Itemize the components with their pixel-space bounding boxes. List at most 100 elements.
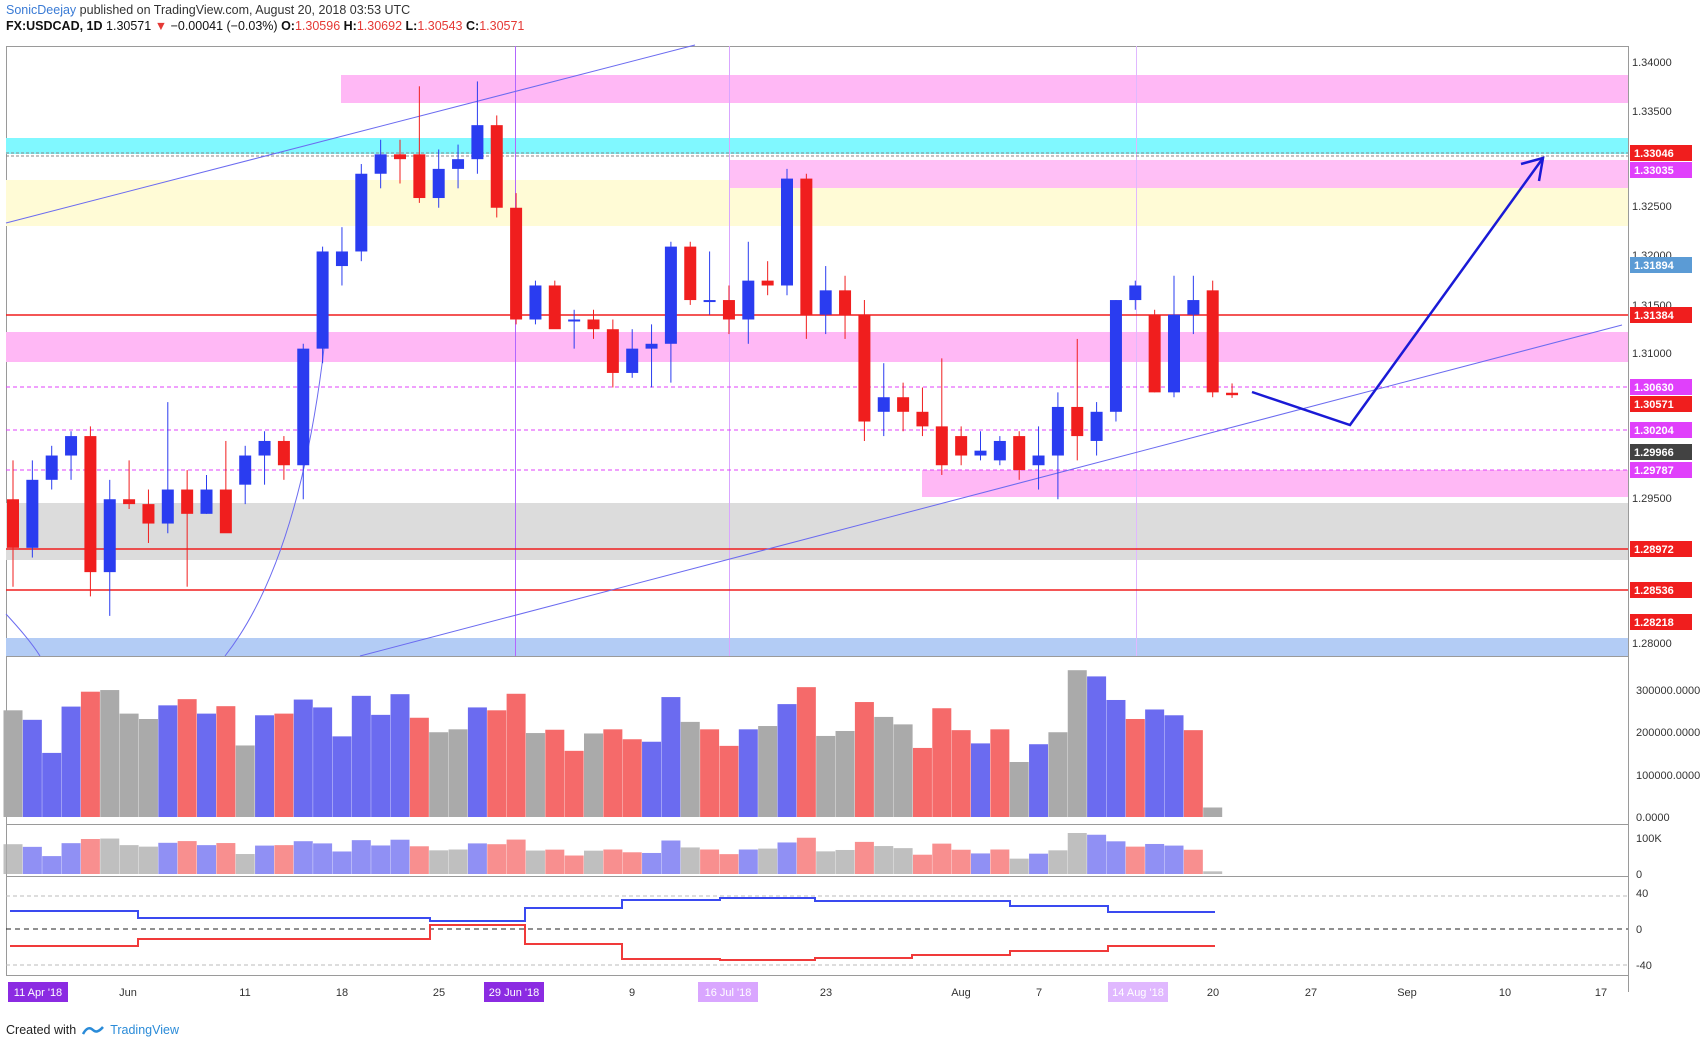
candle-body bbox=[587, 319, 600, 330]
candle-body bbox=[471, 125, 484, 160]
author-link[interactable]: SonicDeejay bbox=[6, 3, 77, 17]
volume-bar-small bbox=[235, 854, 255, 874]
horizontal-levels bbox=[6, 152, 1628, 591]
volume-bar-small bbox=[409, 846, 429, 874]
date-markers bbox=[515, 46, 1137, 656]
candle bbox=[664, 241, 677, 383]
volume-bar bbox=[22, 719, 42, 817]
candle bbox=[471, 81, 484, 174]
volume-bar bbox=[1183, 730, 1203, 817]
candle-body bbox=[935, 426, 948, 466]
chart-header: SonicDeejay published on TradingView.com… bbox=[6, 3, 524, 33]
x-tick-label: 20 bbox=[1207, 987, 1219, 999]
candle-body bbox=[277, 440, 290, 466]
change-arrow-icon: ▼ bbox=[154, 19, 168, 33]
candle bbox=[510, 193, 523, 325]
candle bbox=[26, 460, 39, 558]
y-tick-label: 1.32500 bbox=[1632, 201, 1672, 213]
volume-bar bbox=[1106, 699, 1126, 817]
open-label: O: bbox=[281, 19, 295, 33]
volume-bar-small bbox=[467, 843, 487, 874]
candle bbox=[181, 470, 194, 587]
y-tick-label: 1.28000 bbox=[1632, 638, 1672, 650]
volume-bar-small bbox=[1125, 846, 1145, 874]
volume-bar-small bbox=[912, 854, 932, 874]
price-label-box bbox=[1630, 307, 1692, 323]
candle-body bbox=[1129, 285, 1142, 301]
volume-bar bbox=[255, 715, 275, 817]
candle-body bbox=[800, 178, 813, 315]
candle-body bbox=[819, 290, 832, 315]
volume-bar bbox=[912, 747, 932, 817]
price-label-box bbox=[1630, 145, 1692, 161]
volume-ma-group bbox=[3, 833, 1223, 874]
x-tick-label: 17 bbox=[1595, 987, 1607, 999]
candle bbox=[161, 402, 174, 534]
candle bbox=[374, 139, 387, 189]
created-with-label: Created with bbox=[6, 1023, 77, 1037]
volume-bar bbox=[429, 732, 449, 817]
candle bbox=[703, 251, 716, 315]
price-change: −0.00041 (−0.03%) bbox=[170, 19, 278, 33]
candle bbox=[355, 164, 368, 262]
price-label-box bbox=[1630, 379, 1692, 395]
candle-body bbox=[974, 450, 987, 456]
candle bbox=[1148, 309, 1161, 393]
candle-body bbox=[1187, 300, 1200, 315]
candle bbox=[1032, 426, 1045, 490]
candle bbox=[335, 227, 348, 286]
candles-group bbox=[7, 81, 1239, 616]
candle-body bbox=[664, 246, 677, 344]
candle bbox=[219, 440, 232, 534]
x-tick-label: Sep bbox=[1397, 987, 1417, 999]
x-tick-label: 10 bbox=[1499, 987, 1511, 999]
volume-group bbox=[3, 670, 1223, 817]
candle bbox=[432, 149, 445, 208]
price-label: 1.29966 bbox=[1634, 447, 1674, 459]
date-label: 16 Jul '18 bbox=[705, 987, 752, 999]
volume-bar-small bbox=[1029, 853, 1049, 874]
volume-bar bbox=[758, 726, 778, 817]
candle bbox=[935, 358, 948, 475]
candle bbox=[142, 489, 155, 543]
candle bbox=[761, 261, 774, 296]
volume-ma-tick-label: 0 bbox=[1636, 869, 1642, 881]
candle-body bbox=[84, 436, 97, 573]
volume-bar-small bbox=[119, 845, 139, 874]
volume-bar-small bbox=[1183, 849, 1203, 874]
price-label-box bbox=[1630, 614, 1692, 630]
volume-bar-small bbox=[951, 849, 971, 874]
candle-body bbox=[1109, 300, 1122, 412]
tradingview-brand-link[interactable]: TradingView bbox=[110, 1023, 179, 1037]
volume-bar-small bbox=[1145, 843, 1165, 874]
volume-bar-small bbox=[835, 849, 855, 874]
candle-body bbox=[510, 207, 523, 320]
candle-body bbox=[1013, 436, 1026, 471]
close-value: 1.30571 bbox=[479, 19, 525, 33]
volume-bar-small bbox=[990, 849, 1010, 874]
volume-bar bbox=[293, 699, 313, 817]
candle bbox=[65, 431, 78, 480]
candle-body bbox=[1090, 411, 1103, 441]
candle-body bbox=[1071, 406, 1084, 437]
candle-body bbox=[684, 246, 697, 301]
volume-bar-small bbox=[584, 850, 603, 874]
volume-bar bbox=[371, 714, 391, 817]
projection-arrowhead-icon bbox=[1520, 156, 1545, 182]
volume-bar bbox=[564, 750, 584, 817]
candle-body bbox=[722, 300, 735, 320]
price-label: 1.31894 bbox=[1634, 260, 1675, 272]
candle bbox=[1013, 431, 1026, 480]
candle bbox=[548, 280, 561, 330]
x-tick-label: 25 bbox=[433, 987, 445, 999]
candle-body bbox=[877, 397, 890, 412]
date-label-box bbox=[698, 982, 758, 1002]
support-zone bbox=[922, 470, 1628, 497]
volume-bar bbox=[738, 729, 758, 817]
volume-bar-small bbox=[777, 842, 797, 874]
volume-bar bbox=[1087, 676, 1107, 817]
open-value: 1.30596 bbox=[294, 19, 341, 33]
candle bbox=[974, 431, 987, 461]
oscillator-tick-label: 40 bbox=[1636, 888, 1648, 900]
